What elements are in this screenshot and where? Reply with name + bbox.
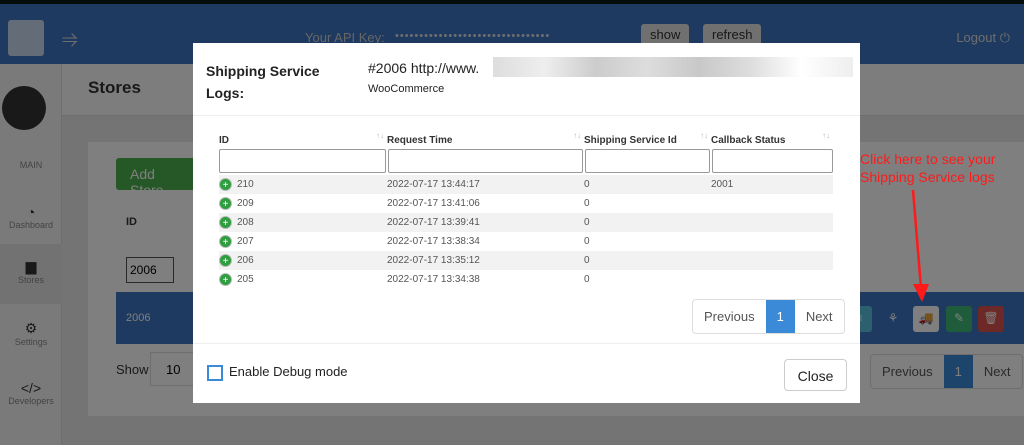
table-row[interactable]: +208 2022-07-17 13:39:41 0 — [219, 213, 833, 232]
id-filter-input[interactable] — [219, 149, 386, 173]
expand-row-icon[interactable]: + — [219, 197, 232, 210]
table-cell: 0 — [584, 270, 711, 289]
checkbox-icon — [207, 364, 223, 381]
table-cell: 0 — [584, 175, 711, 194]
store-platform: WooCommerce — [368, 83, 445, 95]
sort-icon: ↑↓ — [573, 131, 581, 140]
annotation-arrow — [911, 189, 929, 302]
debug-mode-checkbox[interactable]: Enable Debug mode — [207, 364, 348, 381]
expand-row-icon[interactable]: + — [219, 273, 232, 286]
table-cell: 0 — [584, 213, 711, 232]
request-time-filter-input[interactable] — [388, 149, 583, 173]
column-header-id[interactable]: ID ↑↓ — [219, 131, 387, 148]
table-cell: 2022-07-17 13:34:38 — [387, 270, 584, 289]
cell-value: 0 — [584, 236, 590, 247]
annotation-text: Click here to see your Shipping Service … — [860, 151, 996, 185]
table-cell: +206 — [219, 251, 387, 270]
table-cell: +209 — [219, 194, 387, 213]
column-label: ID — [219, 135, 229, 146]
table-cell — [711, 194, 833, 213]
column-header-callback-status[interactable]: Callback Status ↑↓ — [711, 131, 833, 148]
table-cell: 2001 — [711, 175, 833, 194]
table-cell: +207 — [219, 232, 387, 251]
divider — [193, 343, 860, 344]
table-cell: 0 — [584, 232, 711, 251]
cell-value: 2022-07-17 13:39:41 — [387, 217, 480, 228]
logs-pagination: Previous 1 Next — [692, 299, 845, 334]
cell-value: 2022-07-17 13:38:34 — [387, 236, 480, 247]
table-cell: +208 — [219, 213, 387, 232]
sort-icon: ↑↓ — [700, 131, 708, 140]
next-button[interactable]: Next — [805, 309, 833, 324]
cell-value: 0 — [584, 217, 590, 228]
table-cell: +210 — [219, 175, 387, 194]
cell-value: 0 — [584, 274, 590, 285]
cell-value: 2022-07-17 13:35:12 — [387, 255, 480, 266]
expand-row-icon[interactable]: + — [219, 254, 232, 267]
cell-value: 0 — [584, 179, 590, 190]
table-cell — [711, 251, 833, 270]
table-cell: 2022-07-17 13:38:34 — [387, 232, 584, 251]
cell-value: 0 — [584, 198, 590, 209]
column-label: Shipping Service Id — [584, 135, 677, 146]
table-cell — [711, 213, 833, 232]
table-row[interactable]: +209 2022-07-17 13:41:06 0 — [219, 194, 833, 213]
table-cell: 2022-07-17 13:35:12 — [387, 251, 584, 270]
column-header-request-time[interactable]: Request Time ↑↓ — [387, 131, 584, 148]
cell-value: 207 — [237, 236, 254, 248]
cell-value: 2022-07-17 13:44:17 — [387, 179, 480, 190]
table-row[interactable]: +210 2022-07-17 13:44:17 0 2001 — [219, 175, 833, 194]
cell-value: 209 — [237, 198, 254, 210]
store-url: #2006 http://www. — [368, 60, 480, 76]
shipping-logs-modal: Shipping Service Logs: #2006 http://www.… — [193, 43, 860, 403]
cell-value: 2022-07-17 13:34:38 — [387, 274, 480, 285]
table-cell: +205 — [219, 270, 387, 289]
table-cell: 2022-07-17 13:41:06 — [387, 194, 584, 213]
table-row[interactable]: +206 2022-07-17 13:35:12 0 — [219, 251, 833, 270]
cell-value: 2022-07-17 13:41:06 — [387, 198, 480, 209]
sort-icon: ↑↓ — [822, 131, 830, 140]
table-cell: 2022-07-17 13:44:17 — [387, 175, 584, 194]
table-cell: 0 — [584, 194, 711, 213]
expand-row-icon[interactable]: + — [219, 178, 232, 191]
callback-status-filter-input[interactable] — [712, 149, 833, 173]
modal-title: Shipping Service Logs: — [206, 63, 320, 101]
previous-button[interactable]: Previous — [704, 309, 755, 324]
cell-value: 2001 — [711, 179, 734, 190]
close-button[interactable]: Close — [784, 359, 847, 391]
expand-row-icon[interactable]: + — [219, 216, 232, 229]
sort-icon: ↑↓ — [376, 131, 384, 140]
divider — [193, 115, 860, 116]
table-cell — [711, 270, 833, 289]
table-row[interactable]: +207 2022-07-17 13:38:34 0 — [219, 232, 833, 251]
table-cell — [711, 232, 833, 251]
cell-value: 0 — [584, 255, 590, 266]
redacted-url — [493, 57, 853, 77]
shipping-service-id-filter-input[interactable] — [585, 149, 710, 173]
cell-value: 210 — [237, 179, 254, 191]
column-header-shipping-service-id[interactable]: Shipping Service Id ↑↓ — [584, 131, 711, 148]
logs-table: ID ↑↓ Request Time ↑↓ Shipping Service Id ↑… — [219, 131, 833, 289]
page-1-button[interactable]: 1 — [765, 300, 795, 333]
column-label: Request Time — [387, 135, 453, 146]
cell-value: 205 — [237, 274, 254, 286]
table-row[interactable]: +205 2022-07-17 13:34:38 0 — [219, 270, 833, 289]
debug-mode-label: Enable Debug mode — [229, 364, 348, 379]
table-cell: 0 — [584, 251, 711, 270]
table-cell: 2022-07-17 13:39:41 — [387, 213, 584, 232]
column-label: Callback Status — [711, 135, 786, 146]
cell-value: 208 — [237, 217, 254, 229]
cell-value: 206 — [237, 255, 254, 267]
expand-row-icon[interactable]: + — [219, 235, 232, 248]
